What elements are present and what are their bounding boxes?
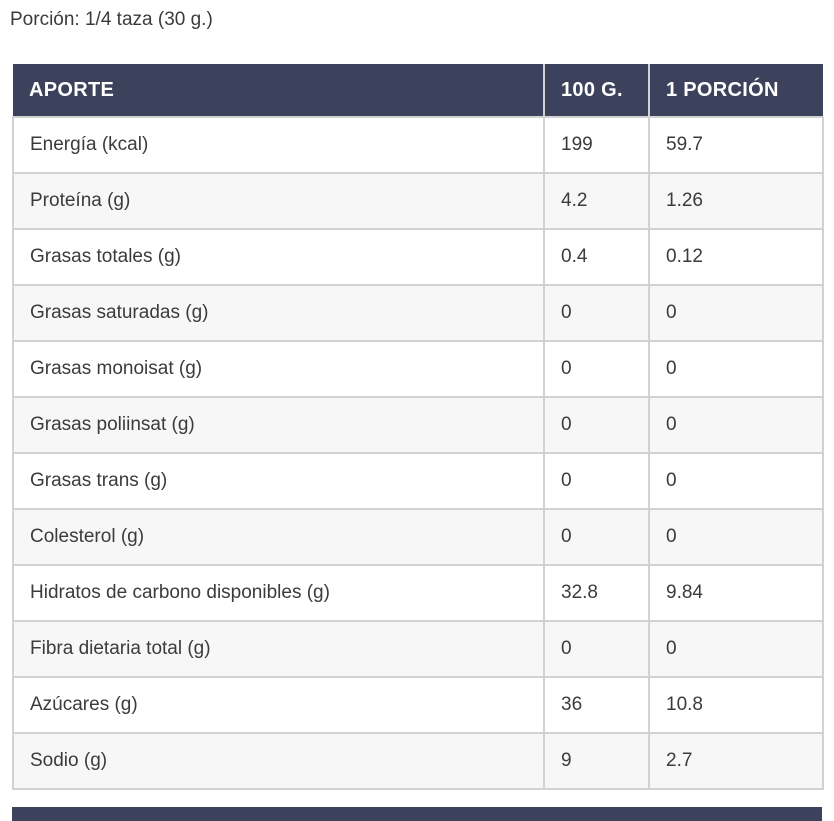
nutrient-label-cell: Colesterol (g) xyxy=(12,508,545,566)
table-row: Grasas totales (g) 0.4 0.12 xyxy=(12,228,824,286)
per-portion-value-cell: 9.84 xyxy=(648,564,824,622)
table-header-row: APORTE 100 G. 1 PORCIÓN xyxy=(13,64,823,118)
per-portion-value-cell: 0 xyxy=(648,508,824,566)
per-portion-value-cell: 1.26 xyxy=(648,172,824,230)
per-portion-value-cell: 0 xyxy=(648,620,824,678)
per-100g-value-cell: 0 xyxy=(543,396,650,454)
table-row: Proteína (g) 4.2 1.26 xyxy=(12,172,824,230)
table-row: Grasas poliinsat (g) 0 0 xyxy=(12,396,824,454)
per-100g-value-cell: 32.8 xyxy=(543,564,650,622)
per-100g-value-cell: 0.4 xyxy=(543,228,650,286)
nutrient-label-cell: Proteína (g) xyxy=(12,172,545,230)
nutrient-label-cell: Fibra dietaria total (g) xyxy=(12,620,545,678)
per-portion-value-cell: 0.12 xyxy=(648,228,824,286)
per-portion-value-cell: 59.7 xyxy=(648,116,824,174)
per-100g-value-cell: 0 xyxy=(543,340,650,398)
nutrient-label-cell: Sodio (g) xyxy=(12,732,545,790)
next-section-header-partial xyxy=(12,807,822,821)
per-portion-value-cell: 0 xyxy=(648,396,824,454)
table-row: Sodio (g) 9 2.7 xyxy=(12,732,824,790)
per-portion-value-cell: 0 xyxy=(648,452,824,510)
nutrient-label-cell: Grasas saturadas (g) xyxy=(12,284,545,342)
table-row: Grasas trans (g) 0 0 xyxy=(12,452,824,510)
per-100g-value-cell: 4.2 xyxy=(543,172,650,230)
header-100g: 100 G. xyxy=(543,64,650,118)
per-100g-value-cell: 9 xyxy=(543,732,650,790)
nutrient-label-cell: Hidratos de carbono disponibles (g) xyxy=(12,564,545,622)
table-row: Hidratos de carbono disponibles (g) 32.8 9… xyxy=(12,564,824,622)
nutrient-label-cell: Grasas totales (g) xyxy=(12,228,545,286)
nutrient-label-cell: Grasas monoisat (g) xyxy=(12,340,545,398)
per-100g-value-cell: 36 xyxy=(543,676,650,734)
header-1porcion: 1 PORCIÓN xyxy=(648,64,823,118)
per-portion-value-cell: 10.8 xyxy=(648,676,824,734)
per-100g-value-cell: 0 xyxy=(543,284,650,342)
nutrient-label-cell: Energía (kcal) xyxy=(12,116,545,174)
nutrient-label-cell: Grasas poliinsat (g) xyxy=(12,396,545,454)
nutrition-table: APORTE 100 G. 1 PORCIÓN Energía (kcal) 19… xyxy=(12,64,824,790)
per-100g-value-cell: 0 xyxy=(543,452,650,510)
table-row: Grasas monoisat (g) 0 0 xyxy=(12,340,824,398)
per-100g-value-cell: 0 xyxy=(543,508,650,566)
table-row: Energía (kcal) 199 59.7 xyxy=(12,116,824,174)
table-row: Colesterol (g) 0 0 xyxy=(12,508,824,566)
nutrient-label-cell: Azúcares (g) xyxy=(12,676,545,734)
per-portion-value-cell: 2.7 xyxy=(648,732,824,790)
table-row: Grasas saturadas (g) 0 0 xyxy=(12,284,824,342)
nutrition-panel: Porción: 1/4 taza (30 g.) APORTE 100 G. … xyxy=(0,7,834,821)
per-portion-value-cell: 0 xyxy=(648,284,824,342)
nutrient-label-cell: Grasas trans (g) xyxy=(12,452,545,510)
nutrition-table-body: Energía (kcal) 199 59.7 Proteína (g) 4.2 1.26… xyxy=(12,116,824,790)
header-aporte: APORTE xyxy=(13,64,545,118)
table-row: Fibra dietaria total (g) 0 0 xyxy=(12,620,824,678)
per-100g-value-cell: 199 xyxy=(543,116,650,174)
portion-size-label: Porción: 1/4 taza (30 g.) xyxy=(10,9,213,30)
table-row: Azúcares (g) 36 10.8 xyxy=(12,676,824,734)
per-100g-value-cell: 0 xyxy=(543,620,650,678)
per-portion-value-cell: 0 xyxy=(648,340,824,398)
